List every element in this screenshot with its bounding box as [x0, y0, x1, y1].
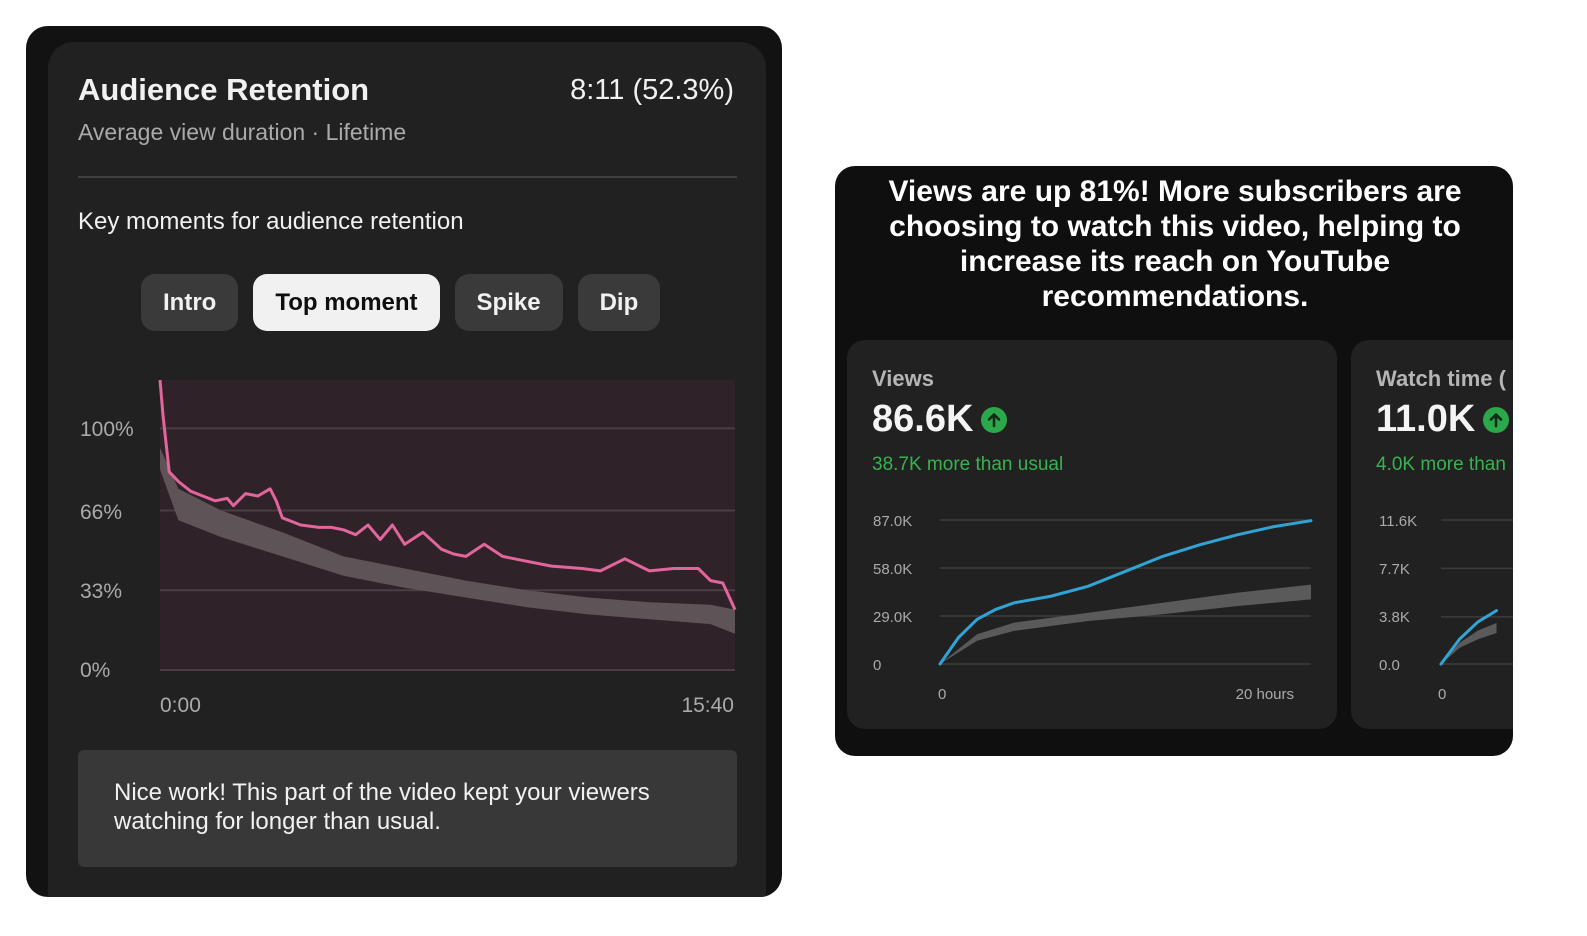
- watch-time-line: [1439, 609, 1498, 666]
- y-tick-label: 100%: [80, 418, 134, 441]
- y-tick-label: 0%: [80, 659, 110, 682]
- divider: [78, 176, 737, 178]
- arrow-up-circle-icon: [981, 406, 1008, 433]
- retention-title: Audience Retention: [78, 72, 370, 107]
- key-moments-label: Key moments for audience retention: [78, 208, 464, 235]
- y-tick-label: 66%: [80, 501, 122, 524]
- y-tick-label: 0.0: [1379, 657, 1400, 674]
- y-tick-label: 7.7K: [1379, 561, 1410, 578]
- y-tick-label: 33%: [80, 580, 122, 603]
- chip-top-moment[interactable]: Top moment: [253, 274, 440, 331]
- audience-retention-panel: Audience Retention 8:11 (52.3%) Average …: [26, 26, 782, 897]
- x-tick-label: 20 hours: [1236, 686, 1294, 703]
- y-tick-label: 0: [873, 657, 881, 674]
- arrow-up-circle-icon: [1483, 406, 1510, 433]
- metric-label: Watch time (: [1376, 366, 1506, 391]
- y-tick-label: 29.0K: [873, 609, 912, 626]
- watch-time-metric-card[interactable]: Watch time ( 11.0K 4.0K more than 0.0 3.…: [1351, 340, 1513, 729]
- y-tick-label: 87.0K: [873, 513, 912, 530]
- audience-retention-card: Audience Retention 8:11 (52.3%) Average …: [48, 42, 766, 897]
- x-tick-label: 0:00: [160, 694, 201, 717]
- retention-subtitle: Average view duration · Lifetime: [78, 119, 407, 145]
- retention-chart: 0% 33% 66% 100% 0:00 15:40: [80, 379, 737, 717]
- metric-value: 11.0K: [1376, 398, 1476, 440]
- x-tick-label: 0: [938, 686, 946, 703]
- insight-headline: Views are up 81%! More subscribers are c…: [888, 175, 1462, 313]
- metric-value: 86.6K: [872, 398, 974, 440]
- top-moment-note: Nice work! This part of the video kept y…: [78, 750, 737, 867]
- metric-delta: 4.0K more than: [1376, 454, 1506, 475]
- key-moment-chips: Intro Top moment Spike Dip: [141, 274, 661, 331]
- metric-label: Views: [872, 366, 934, 391]
- views-line: [938, 519, 1313, 666]
- metric-delta: 38.7K more than usual: [872, 454, 1064, 475]
- views-metric-card[interactable]: Views 86.6K 38.7K more than usual 0 29.0…: [847, 340, 1337, 729]
- chip-spike[interactable]: Spike: [454, 274, 563, 331]
- views-insight-panel: Views are up 81%! More subscribers are c…: [835, 166, 1513, 756]
- y-tick-label: 11.6K: [1379, 513, 1417, 530]
- x-tick-label: 0: [1438, 686, 1446, 703]
- x-tick-label: 15:40: [681, 694, 734, 717]
- retention-average-value: 8:11 (52.3%): [570, 74, 734, 106]
- views-chart: 0 29.0K 58.0K 87.0K 0 20 hours: [873, 513, 1313, 703]
- typical-retention-band: [160, 447, 735, 634]
- y-tick-label: 3.8K: [1379, 609, 1410, 626]
- chip-intro[interactable]: Intro: [141, 274, 239, 331]
- watch-time-chart: 0.0 3.8K 7.7K 11.6K 0: [1379, 513, 1513, 703]
- typical-watch-time-band: [1441, 623, 1497, 664]
- y-tick-label: 58.0K: [873, 561, 912, 578]
- retention-line: [158, 379, 737, 611]
- chip-dip[interactable]: Dip: [577, 274, 661, 331]
- typical-views-band: [940, 584, 1311, 664]
